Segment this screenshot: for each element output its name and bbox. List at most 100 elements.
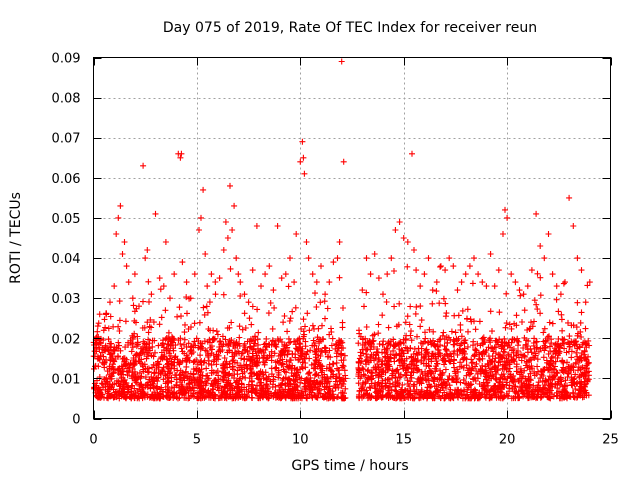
data-point [329, 388, 336, 395]
data-point [110, 361, 116, 368]
data-point [570, 376, 577, 383]
data-point [217, 338, 224, 345]
data-point [139, 395, 146, 402]
data-point [171, 356, 178, 363]
data-point [462, 271, 469, 278]
data-point [189, 384, 196, 391]
data-point [105, 347, 112, 354]
data-point [107, 343, 114, 350]
data-point [181, 341, 187, 348]
data-point [300, 335, 307, 342]
data-point [133, 392, 140, 399]
data-point [134, 339, 141, 346]
data-point [258, 387, 265, 394]
data-point [454, 287, 461, 294]
data-point [513, 361, 520, 368]
data-point [379, 349, 385, 356]
data-point [264, 385, 271, 392]
data-point [441, 361, 448, 368]
data-point [300, 328, 307, 335]
data-point [469, 390, 476, 397]
data-point [564, 339, 571, 346]
data-point [497, 384, 504, 390]
data-point [553, 296, 560, 303]
data-point [118, 363, 125, 370]
data-point [527, 356, 534, 363]
data-point [305, 370, 312, 377]
data-point [332, 345, 339, 352]
data-point [156, 390, 163, 397]
data-point [317, 299, 324, 306]
data-point [152, 349, 158, 356]
data-point [248, 366, 254, 373]
data-point [578, 334, 585, 340]
data-point [255, 329, 262, 336]
data-point [363, 346, 370, 353]
data-point [464, 391, 471, 398]
data-point [449, 375, 456, 382]
data-point [132, 371, 139, 377]
data-point [520, 345, 527, 351]
data-point [131, 317, 138, 324]
data-point [156, 275, 163, 282]
data-point [256, 355, 263, 362]
data-point [103, 394, 110, 401]
data-point [196, 319, 203, 326]
data-point [418, 368, 425, 375]
data-point [319, 349, 325, 355]
data-point [545, 382, 552, 389]
y-tick-label: 0.09 [52, 52, 81, 67]
data-point [432, 363, 439, 370]
data-point [517, 384, 523, 391]
data-point [520, 390, 527, 397]
data-point [108, 392, 115, 399]
data-point [319, 363, 326, 370]
data-point [422, 329, 428, 336]
data-point [326, 279, 333, 286]
data-point [462, 337, 469, 344]
data-point [340, 305, 346, 311]
data-point [278, 394, 285, 401]
data-point [389, 367, 396, 374]
data-point [442, 357, 449, 364]
data-point [540, 354, 547, 361]
data-point [252, 388, 258, 395]
data-point [236, 323, 243, 330]
data-point [284, 363, 291, 370]
y-axis-label: ROTI / TECUs [8, 192, 24, 284]
data-point [470, 375, 477, 382]
data-point [468, 356, 475, 363]
data-point [193, 357, 200, 364]
data-point [228, 319, 235, 326]
data-point [133, 358, 140, 365]
data-point [452, 387, 459, 394]
data-point [566, 333, 573, 340]
data-point [270, 393, 277, 400]
data-point [545, 231, 552, 237]
data-point [254, 306, 261, 313]
data-point [562, 388, 568, 395]
data-point [253, 223, 260, 229]
data-point [196, 227, 202, 233]
data-point [238, 355, 245, 362]
data-point [391, 268, 397, 274]
data-point [227, 182, 233, 189]
data-point [520, 380, 527, 387]
data-point [411, 382, 418, 389]
data-point [164, 340, 171, 347]
data-point [329, 335, 336, 342]
data-point [458, 391, 465, 398]
data-point [585, 376, 592, 383]
data-point [132, 376, 138, 383]
data-point [171, 365, 178, 372]
data-point [417, 283, 424, 290]
data-point [494, 386, 501, 393]
data-point [277, 382, 284, 389]
data-point [206, 299, 213, 306]
data-point [549, 320, 556, 327]
data-point [246, 315, 253, 322]
data-point [184, 355, 191, 362]
data-point [585, 337, 592, 344]
data-point [585, 392, 592, 399]
data-point [165, 346, 171, 353]
